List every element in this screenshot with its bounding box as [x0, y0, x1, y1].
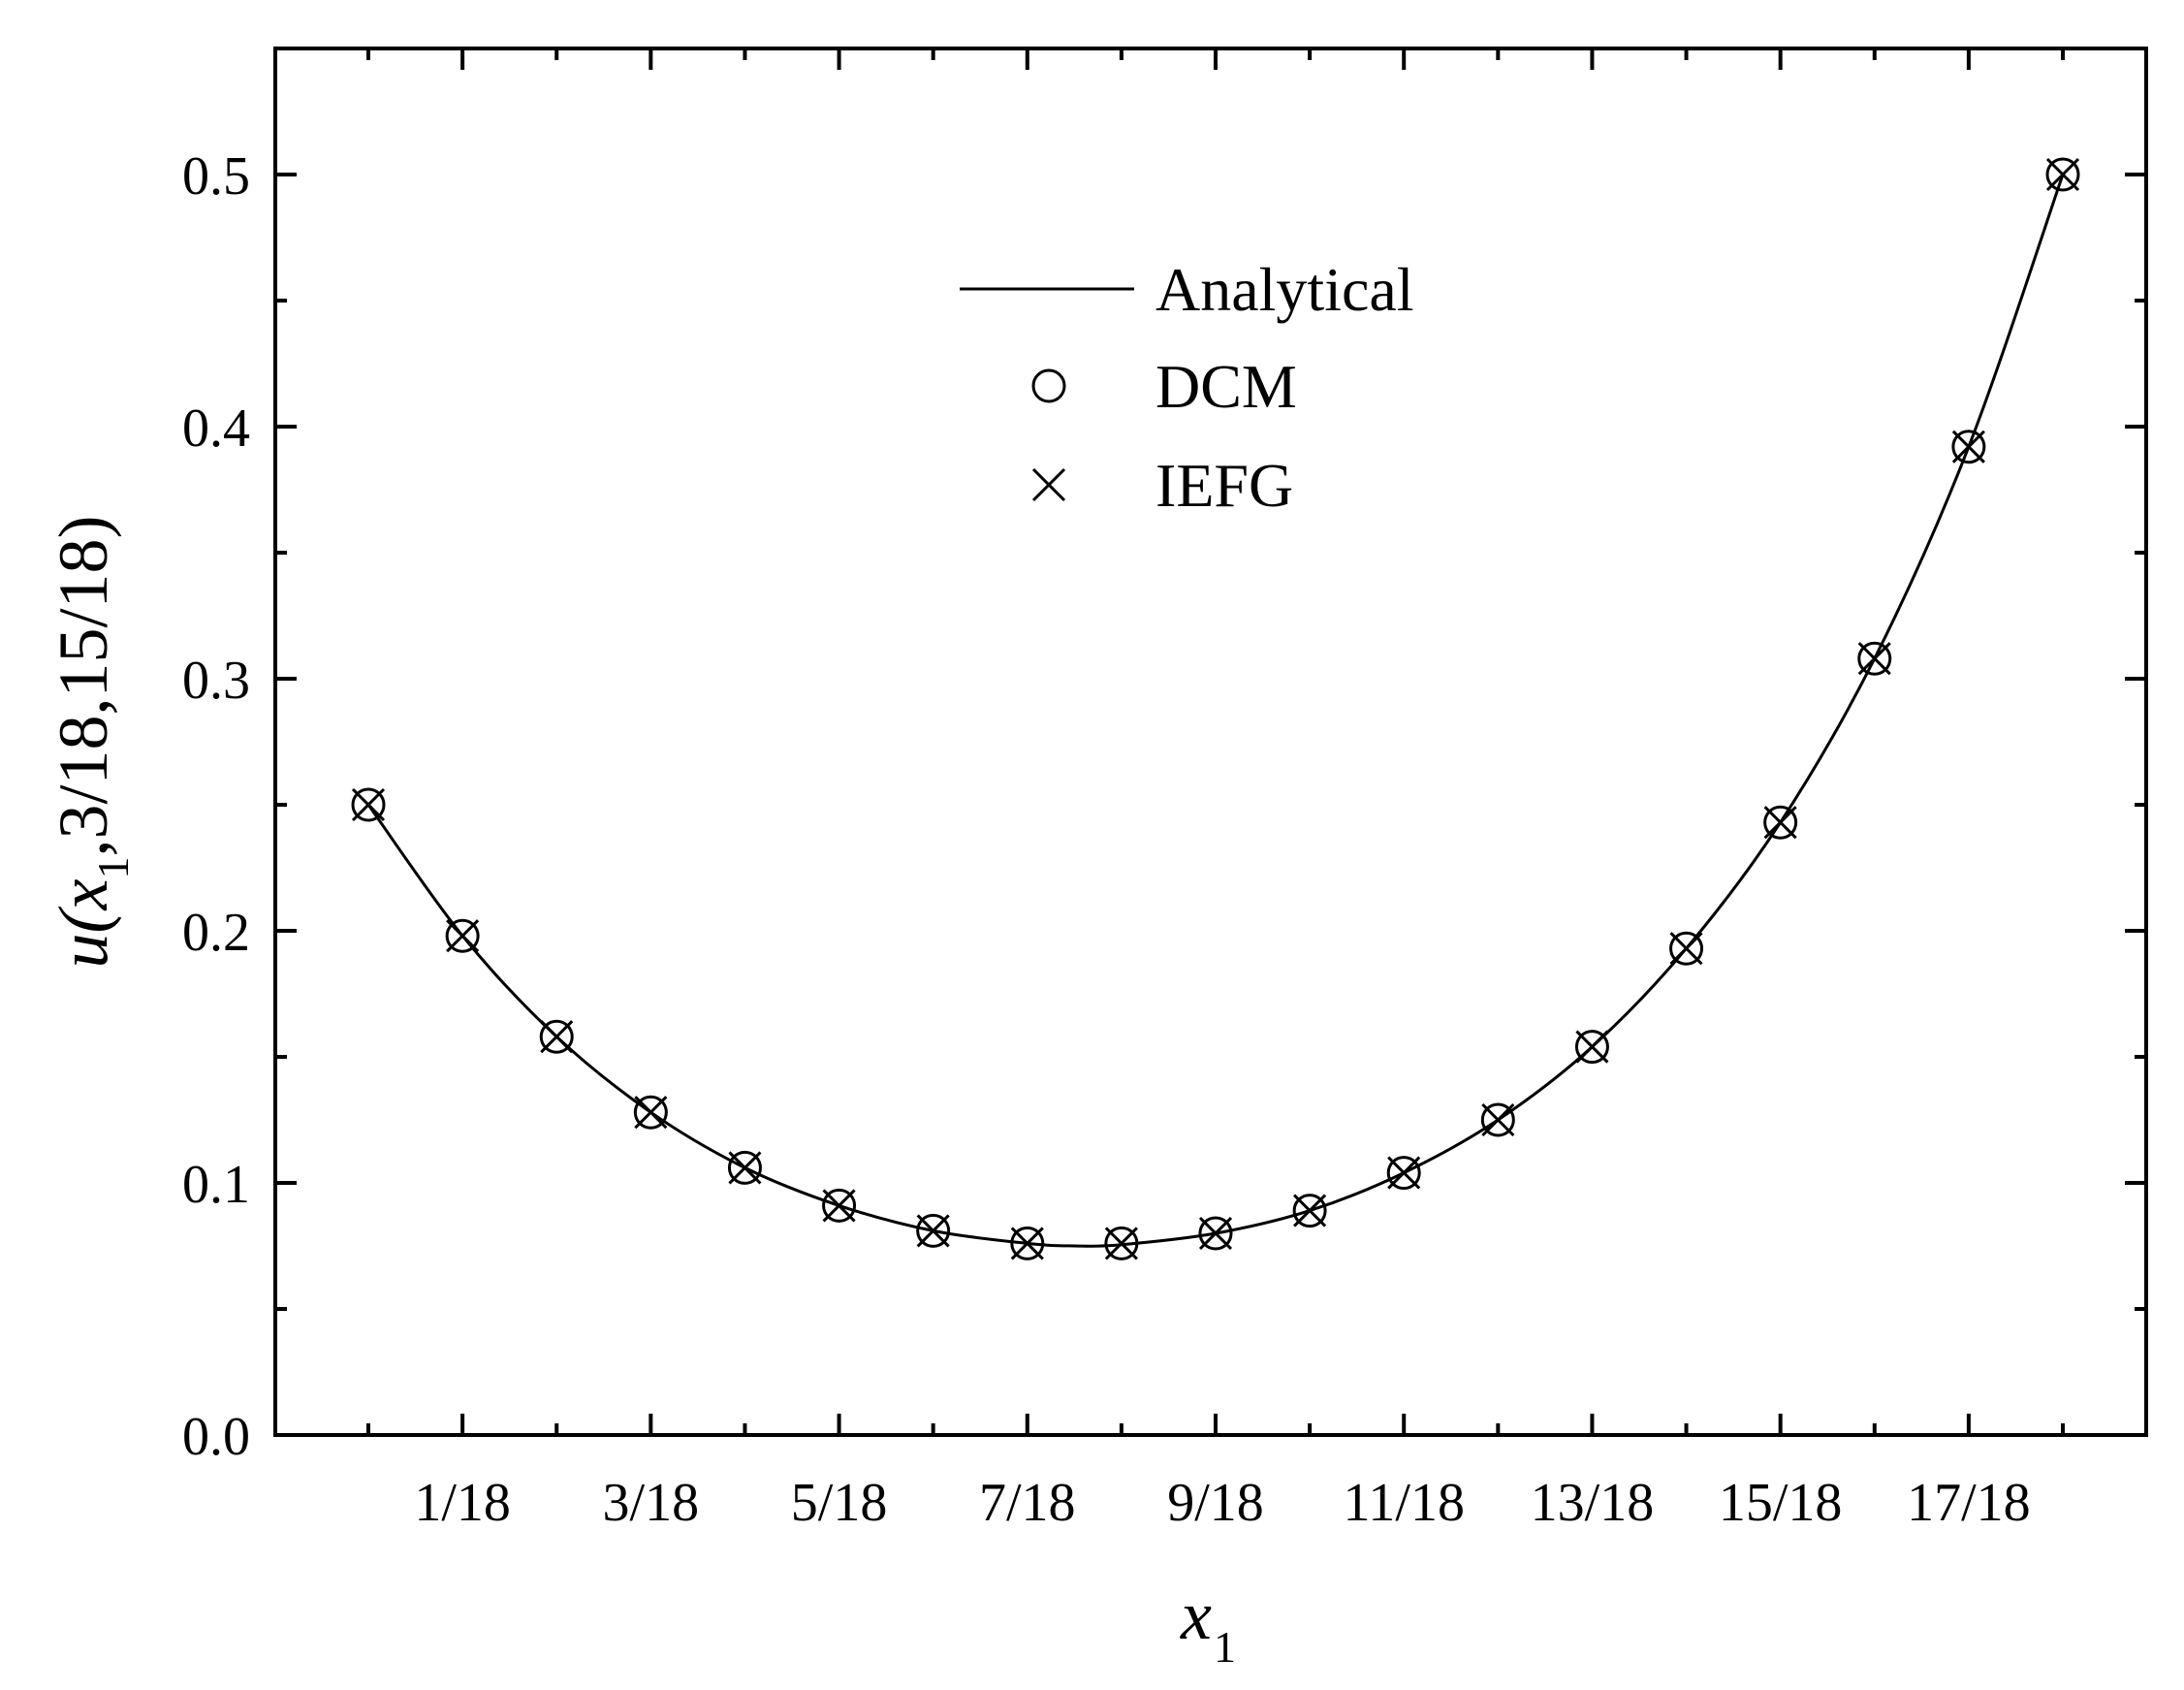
x-axis-subscript: 1: [1214, 1622, 1236, 1672]
series-dcm-point: [633, 1095, 668, 1130]
series-dcm-point: [1669, 931, 1704, 966]
series-layer: [351, 157, 2080, 1260]
series-iefg-point: [1575, 1030, 1609, 1064]
series-dcm-point: [445, 918, 480, 953]
x-tick-label: 11/18: [1343, 1473, 1464, 1533]
series-dcm-point: [1763, 805, 1798, 840]
x-axis-var: x: [1180, 1577, 1212, 1654]
series-iefg-point: [728, 1151, 762, 1185]
series-iefg-point: [1198, 1216, 1233, 1251]
x-tick-label: 5/18: [791, 1473, 888, 1533]
series-analytical-line: [366, 174, 2065, 1248]
x-tick-label: 1/18: [414, 1473, 511, 1533]
series-dcm-point: [539, 1019, 574, 1054]
series-iefg-point: [916, 1214, 950, 1248]
series-iefg-point: [1387, 1156, 1421, 1190]
legend-dcm-swatch: [1031, 368, 1066, 403]
series-iefg-point: [1763, 806, 1797, 840]
series-iefg-point: [1481, 1102, 1515, 1137]
series-iefg-point: [446, 919, 480, 953]
series-iefg-point: [1857, 642, 1891, 676]
y-tick-label: 0.2: [182, 903, 250, 963]
series-iefg-point: [1104, 1227, 1138, 1260]
x-axis-title: x1: [1180, 1577, 1236, 1672]
legend-iefg-label: IEFG: [1155, 451, 1293, 520]
series-iefg-point: [1669, 932, 1703, 966]
legend-dcm-label: DCM: [1155, 352, 1297, 421]
series-iefg-point: [822, 1189, 856, 1223]
series-dcm-point: [1480, 1102, 1515, 1137]
series-dcm-point: [351, 787, 386, 822]
series-dcm-point: [1951, 430, 1986, 464]
y-tick-label: 0.5: [182, 146, 250, 207]
x-tick-label: 9/18: [1167, 1473, 1264, 1533]
series-dcm-point: [1574, 1030, 1609, 1065]
series-iefg-point: [1010, 1227, 1044, 1260]
y-tick-label: 0.3: [182, 651, 250, 711]
y-axis-var: x: [45, 878, 122, 910]
y-tick-label: 0.4: [182, 399, 250, 459]
series-dcm-point: [1198, 1216, 1233, 1251]
series-iefg-point: [634, 1096, 668, 1130]
legend-analytical-label: Analytical: [1155, 255, 1414, 324]
series-dcm-point: [727, 1150, 762, 1185]
y-axis-subscript: 1: [88, 857, 138, 879]
y-axis-prefix: u(: [45, 906, 122, 968]
series-iefg-point: [351, 787, 386, 822]
x-tick-label: 15/18: [1719, 1473, 1843, 1533]
series-dcm-point: [1104, 1226, 1139, 1260]
series-dcm-point: [916, 1213, 951, 1248]
x-tick-label: 13/18: [1531, 1473, 1655, 1533]
series-dcm-point: [822, 1188, 857, 1223]
series-iefg-point: [1951, 430, 1985, 463]
series-dcm-point: [2045, 157, 2080, 192]
y-tick-label: 0.1: [182, 1155, 250, 1215]
series-dcm-point: [1010, 1226, 1045, 1260]
axis-ticks: [275, 48, 2146, 1437]
plot-frame: [273, 47, 2148, 1437]
series-iefg-point: [1293, 1194, 1327, 1228]
x-tick-label: 17/18: [1907, 1473, 2031, 1533]
series-dcm-point: [1292, 1194, 1327, 1228]
tick-labels: 1/18 3/18 5/18 7/18 9/18 11/18 13/18 15/18 17/18…: [182, 146, 2031, 1533]
legend: Analytical DCM IEFG: [960, 255, 1414, 520]
legend-iefg-swatch: [1031, 467, 1066, 502]
series-iefg-point: [540, 1020, 574, 1054]
y-axis-title: u(x1,3/18,15/18): [45, 516, 138, 969]
series-dcm-point: [1386, 1156, 1421, 1191]
x-tick-label: 7/18: [979, 1473, 1076, 1533]
x-tick-label: 3/18: [603, 1473, 700, 1533]
series-dcm-point: [1857, 641, 1892, 676]
y-axis-suffix: ,3/18,15/18): [45, 516, 122, 857]
y-tick-label: 0.0: [182, 1407, 250, 1467]
series-iefg-point: [2045, 157, 2080, 192]
